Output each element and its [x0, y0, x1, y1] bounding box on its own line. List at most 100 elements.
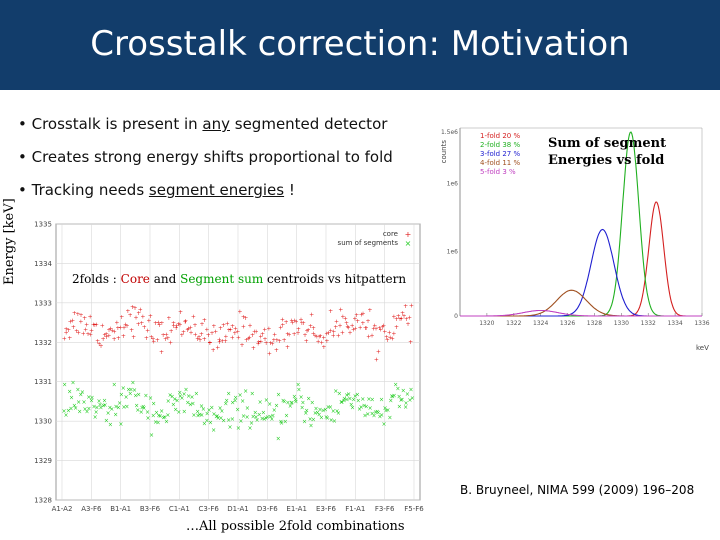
segment-sum-point: × — [401, 387, 406, 394]
core-point: + — [215, 344, 220, 351]
bullet-tracking-prefix: • Tracking needs — [18, 181, 149, 199]
segment-sum-point: × — [245, 405, 250, 412]
core-point: + — [388, 335, 393, 342]
core-point: + — [354, 312, 359, 319]
right-xtick-label: 1332 — [641, 320, 656, 327]
segment-sum-point: × — [135, 407, 140, 414]
segment-sum-point: × — [236, 425, 241, 432]
core-point: + — [145, 327, 150, 334]
core-point: + — [122, 325, 127, 332]
segment-sum-point: × — [339, 399, 344, 406]
segment-sum-point: × — [409, 386, 414, 393]
segment-sum-point: × — [323, 406, 328, 413]
segment-sum-point: × — [264, 415, 269, 422]
segment-sum-point: × — [196, 412, 201, 419]
segment-sum-point: × — [404, 400, 409, 407]
core-point: + — [161, 332, 166, 339]
segment-sum-point: × — [89, 398, 94, 405]
segment-sum-point: × — [141, 405, 146, 412]
core-point: + — [178, 309, 183, 316]
core-point: + — [284, 319, 289, 326]
segment-sum-point: × — [168, 392, 173, 399]
segment-sum-point: × — [182, 408, 187, 415]
core-point: + — [133, 305, 138, 312]
segment-sum-point: × — [342, 396, 347, 403]
bullet-crosstalk-suffix: segmented detector — [230, 115, 388, 133]
segment-sum-point: × — [238, 392, 243, 399]
segment-sum-point: × — [332, 418, 337, 425]
segment-sum-point: × — [211, 411, 216, 418]
left-xtick-label: B1-A1 — [110, 505, 131, 513]
caption-core: Core — [120, 272, 150, 286]
core-point: + — [136, 321, 141, 328]
segment-sum-point: × — [153, 419, 158, 426]
segment-sum-point: × — [93, 414, 98, 421]
left-ytick-label: 1333 — [34, 299, 52, 307]
core-point: + — [97, 341, 102, 348]
core-point: + — [210, 330, 215, 337]
segment-sum-point: × — [279, 420, 284, 427]
core-point: + — [292, 331, 297, 338]
core-point: + — [207, 340, 212, 347]
core-point: + — [164, 332, 169, 339]
core-point: + — [262, 327, 267, 334]
segment-sum-point: × — [372, 413, 377, 420]
segment-sum-point: × — [86, 394, 91, 401]
core-point: + — [387, 329, 392, 336]
segment-sum-point: × — [161, 415, 166, 422]
segment-sum-point: × — [80, 389, 85, 396]
core-point: + — [248, 323, 253, 330]
segment-sum-point: × — [233, 398, 238, 405]
right-plot-series — [460, 131, 702, 317]
segment-sum-point: × — [289, 400, 294, 407]
segment-sum-point: × — [382, 405, 387, 412]
segment-sum-point: × — [145, 409, 150, 416]
segment-sum-point: × — [251, 413, 256, 420]
core-point: + — [189, 330, 194, 337]
segment-sum-point: × — [154, 410, 159, 417]
segment-sum-point: × — [365, 411, 370, 418]
left-legend-label: core — [383, 230, 398, 238]
core-point: + — [110, 327, 115, 334]
segment-sum-point: × — [208, 420, 213, 427]
left-ytick-label: 1329 — [34, 457, 52, 465]
segment-sum-point: × — [360, 396, 365, 403]
segment-sum-point: × — [388, 397, 393, 404]
core-point: + — [179, 332, 184, 339]
core-point: + — [183, 318, 188, 325]
core-point: + — [239, 342, 244, 349]
segment-sum-point: × — [264, 397, 269, 404]
segment-sum-point: × — [62, 381, 67, 388]
segment-sum-point: × — [363, 413, 368, 420]
title-banner: Crosstalk correction: Motivation — [0, 0, 720, 90]
segment-sum-point: × — [97, 398, 102, 405]
right-xtick-label: 1334 — [667, 320, 682, 327]
segment-sum-point: × — [166, 398, 171, 405]
core-point: + — [220, 338, 225, 345]
right-plot-xlabel: keV — [696, 344, 709, 352]
core-point: + — [228, 327, 233, 334]
caption-segment-sum: Segment sum — [180, 272, 264, 286]
segment-sum-point: × — [356, 398, 361, 405]
core-point: + — [256, 341, 261, 348]
core-point: + — [345, 324, 350, 331]
core-point: + — [270, 341, 275, 348]
core-point: + — [358, 325, 363, 332]
segment-sum-point: × — [245, 414, 250, 421]
core-point: + — [324, 331, 329, 338]
core-point: + — [207, 339, 212, 346]
core-point: + — [367, 307, 372, 314]
core-point: + — [331, 332, 336, 339]
segment-sum-point: × — [121, 385, 126, 392]
core-point: + — [195, 336, 200, 343]
caption-suffix: centroids vs hitpattern — [263, 272, 407, 286]
segment-sum-point: × — [113, 412, 118, 419]
core-point: + — [94, 321, 99, 328]
segment-sum-point: × — [64, 412, 69, 419]
right-plot-title-line2: Energies vs fold — [548, 153, 665, 168]
core-point: + — [334, 318, 339, 325]
segment-sum-point: × — [400, 397, 405, 404]
core-point: + — [136, 310, 141, 317]
core-point: + — [197, 337, 202, 344]
core-point: + — [223, 338, 228, 345]
